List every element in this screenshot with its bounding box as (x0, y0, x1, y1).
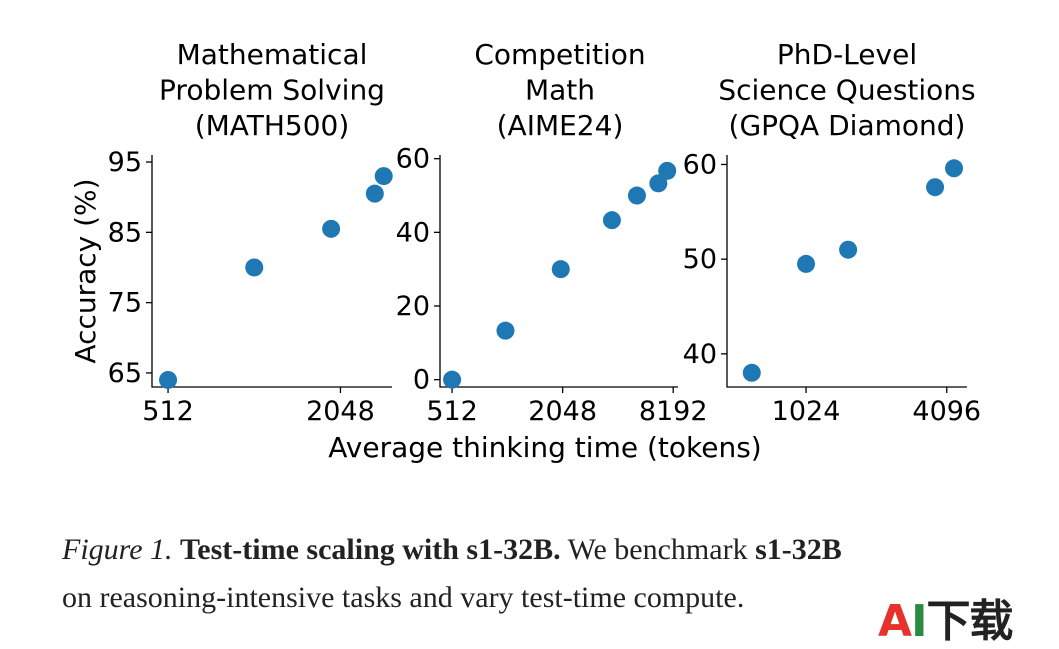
caption-figure-label: Figure 1. (62, 533, 173, 566)
chart-title-line: Math (525, 74, 595, 107)
data-point (742, 363, 761, 382)
y-tick-label: 60 (396, 144, 430, 175)
data-point (945, 159, 964, 178)
data-point (443, 370, 462, 389)
x-tick-label: 2048 (306, 396, 375, 427)
y-tick-label: 50 (683, 244, 717, 275)
y-tick-label: 95 (108, 147, 142, 178)
y-tick-label: 60 (683, 149, 717, 180)
y-tick-label: 20 (396, 291, 430, 322)
data-point (602, 211, 621, 230)
figure-caption: Figure 1. Test-time scaling with s1-32B.… (62, 526, 1022, 622)
x-tick-label: 512 (142, 396, 194, 427)
chart-title-line: PhD-Level (777, 38, 917, 71)
data-point (496, 321, 515, 340)
chart-title-line: Problem Solving (159, 74, 385, 107)
watermark-logo: AI下载 (878, 596, 1013, 647)
y-tick-label: 75 (108, 288, 142, 319)
caption-bold-title: Test-time scaling with s1-32B. (180, 533, 561, 566)
data-point (551, 260, 570, 279)
x-tick-label: 8192 (639, 396, 708, 427)
caption-text: We benchmark (560, 533, 756, 566)
data-point (658, 161, 677, 180)
data-point (839, 240, 858, 259)
x-tick-label: 4096 (912, 396, 981, 427)
caption-model-name: s1-32B (755, 533, 842, 566)
axis-spines (151, 155, 392, 388)
x-tick-label: 512 (426, 396, 478, 427)
data-point (649, 174, 668, 193)
chart-title-line: (MATH500) (195, 109, 350, 142)
data-point (365, 184, 384, 203)
y-tick-label: 85 (108, 217, 142, 248)
chart-title-line: Mathematical (177, 38, 368, 71)
chart-title-line: Science Questions (718, 74, 975, 107)
y-axis-label: Accuracy (%) (69, 178, 102, 363)
data-point (159, 370, 178, 389)
data-point (245, 258, 264, 277)
y-tick-label: 40 (683, 339, 717, 370)
x-tick-label: 1024 (772, 396, 841, 427)
caption-line-1: Figure 1. Test-time scaling with s1-32B.… (62, 526, 1022, 574)
chart-title-line: (GPQA Diamond) (729, 109, 966, 142)
data-point (322, 219, 341, 238)
data-point (627, 186, 646, 205)
axis-spines (726, 155, 967, 388)
x-tick-label: 2048 (528, 396, 597, 427)
shared-x-axis-label: Average thinking time (tokens) (328, 431, 761, 464)
y-tick-label: 0 (413, 365, 430, 396)
chart-title-line: Competition (474, 38, 645, 71)
y-tick-label: 65 (108, 358, 142, 389)
data-point (797, 254, 816, 273)
y-tick-label: 40 (396, 217, 430, 248)
data-point (374, 167, 393, 186)
data-point (926, 178, 945, 197)
caption-line-2: on reasoning-intensive tasks and vary te… (62, 581, 745, 614)
chart-title-line: (AIME24) (497, 109, 624, 142)
